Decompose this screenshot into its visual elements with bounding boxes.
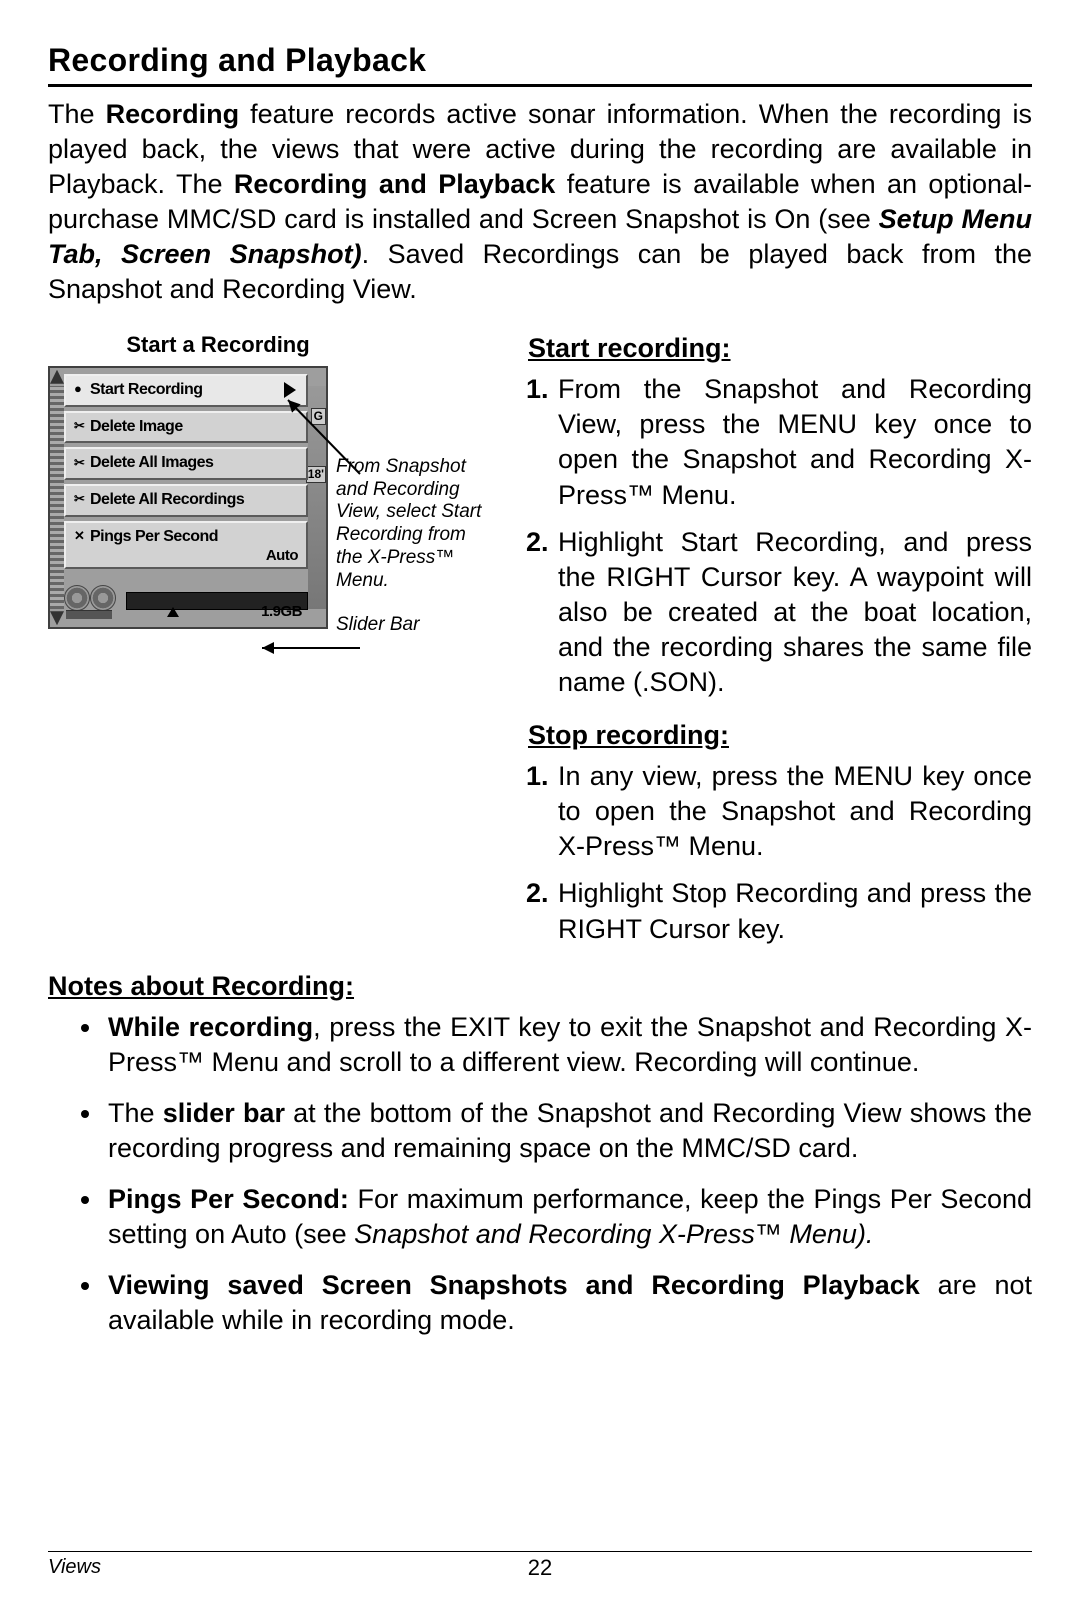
- footer-page-number: 22: [528, 1554, 552, 1583]
- start-recording-heading: Start recording:: [528, 331, 1032, 366]
- intro-paragraph: The Recording feature records active son…: [48, 97, 1032, 308]
- note-item: The slider bar at the bottom of the Snap…: [104, 1096, 1032, 1166]
- figure-caption: Start a Recording: [48, 331, 358, 360]
- footer-section: Views: [48, 1554, 101, 1580]
- note-item: While recording, press the EXIT key to e…: [104, 1010, 1032, 1080]
- notes-list: While recording, press the EXIT key to e…: [48, 1010, 1032, 1339]
- stop-steps-list: In any view, press the MENU key once to …: [528, 759, 1032, 946]
- stop-step: In any view, press the MENU key once to …: [556, 759, 1032, 864]
- instructions-column: Start recording: From the Snapshot and R…: [528, 331, 1032, 965]
- note-item: Pings Per Second: For maximum performanc…: [104, 1182, 1032, 1252]
- page-title: Recording and Playback: [48, 40, 1032, 87]
- callout-arrow-slider-icon: [250, 634, 380, 664]
- device-screenshot: G 18' ●Start Recording✂Delete Image✂Dele…: [48, 366, 328, 629]
- stop-step: Highlight Stop Recording and press the R…: [556, 876, 1032, 946]
- two-columns: Start a Recording G 18' ●Start Recording…: [48, 331, 1032, 965]
- manual-page: Recording and Playback The Recording fea…: [0, 0, 1080, 1620]
- scroll-up-icon: [50, 370, 64, 384]
- start-steps-list: From the Snapshot and Recording View, pr…: [528, 372, 1032, 700]
- start-step: From the Snapshot and Recording View, pr…: [556, 372, 1032, 512]
- notes-heading: Notes about Recording:: [48, 969, 1032, 1004]
- sonar-sidebar-left: [50, 386, 64, 609]
- stop-recording-heading: Stop recording:: [528, 718, 1032, 753]
- page-footer: Views 22: [48, 1551, 1032, 1580]
- scroll-down-icon: [50, 611, 64, 625]
- tape-reel-icon: [64, 583, 118, 619]
- remaining-space-label: 1.9GB: [261, 602, 302, 622]
- start-step: Highlight Start Recording, and press the…: [556, 525, 1032, 700]
- figure-column: Start a Recording G 18' ●Start Recording…: [48, 331, 508, 965]
- slider-knob-icon: [167, 607, 179, 617]
- menu-item-pings-per-second: ✕Pings Per SecondAuto: [64, 521, 308, 569]
- note-item: Viewing saved Screen Snapshots and Recor…: [104, 1268, 1032, 1338]
- menu-item-delete-all-recordings: ✂Delete All Recordings: [64, 484, 308, 517]
- callout-arrow-icon: [260, 394, 380, 484]
